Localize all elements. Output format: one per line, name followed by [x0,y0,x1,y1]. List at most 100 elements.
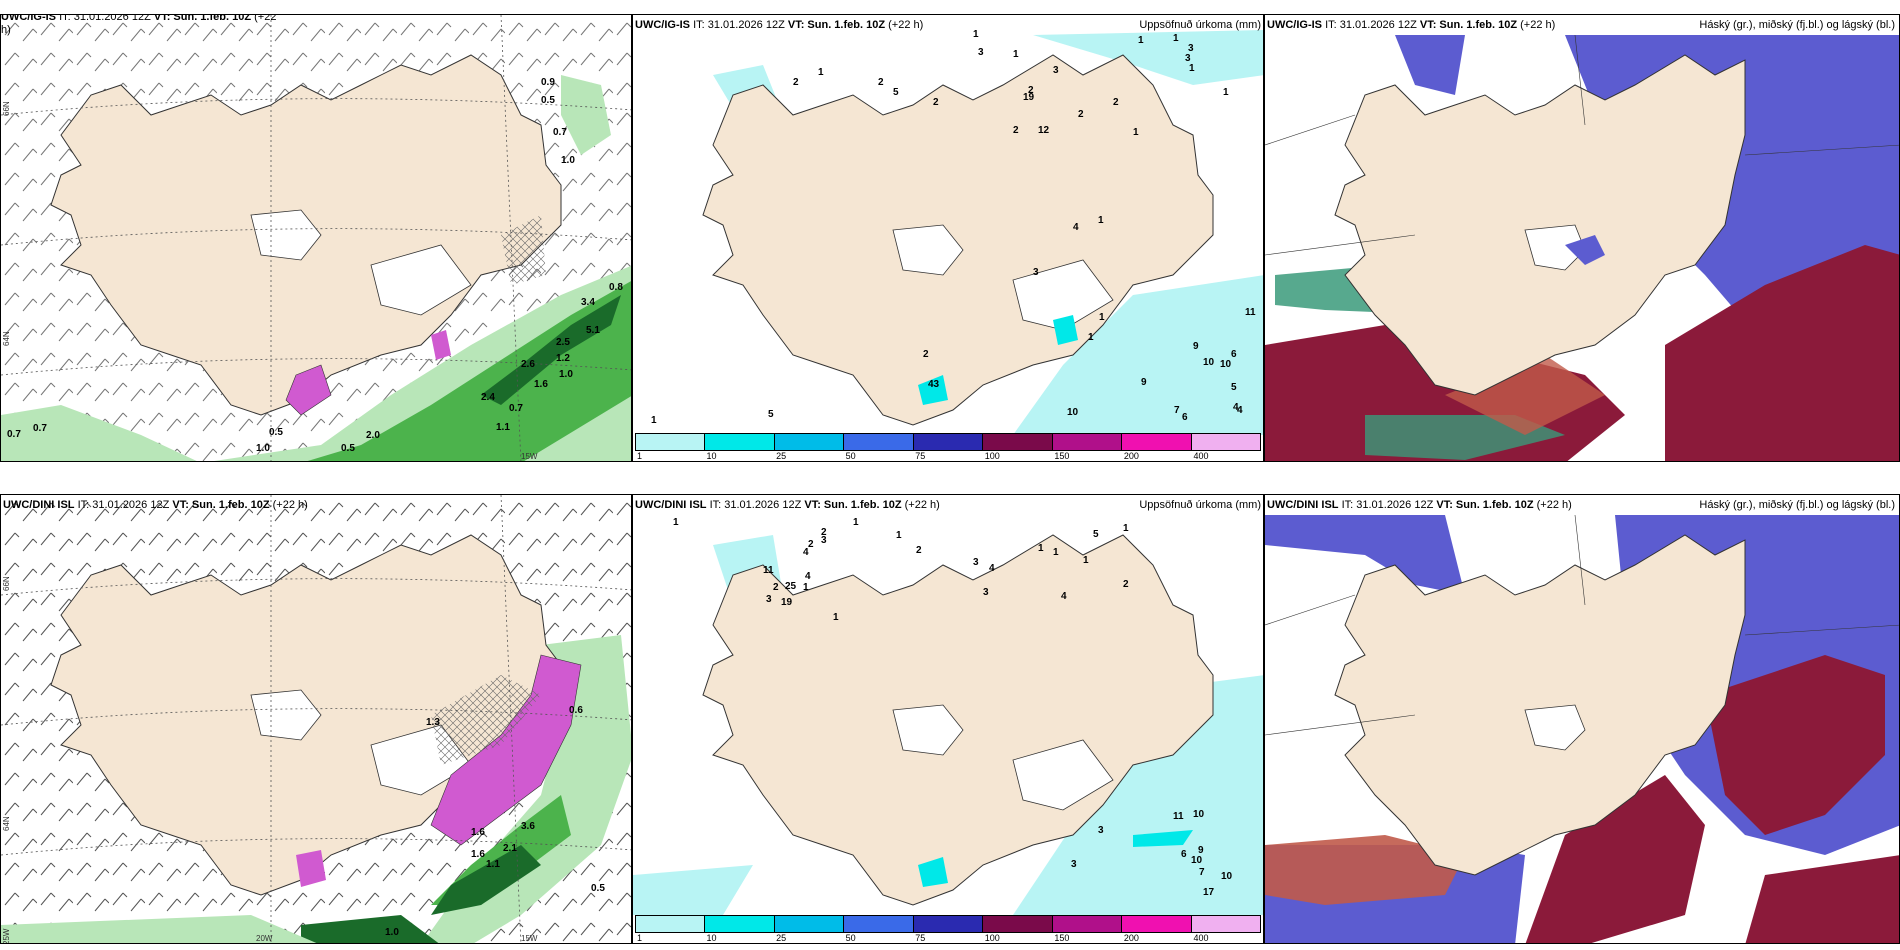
contour-value-label: 9 [1193,341,1199,352]
contour-value-label: 3 [1098,825,1104,836]
contour-value-label: 0.7 [509,403,523,414]
contour-value-label: 1.1 [486,859,500,870]
contour-value-label: 3 [1185,53,1191,64]
contour-value-label: 1.0 [561,155,575,166]
contour-value-label: 1.6 [534,379,548,390]
contour-value-label: 10 [1220,359,1232,370]
panel-header: UWC/DINI ISL IT: 31.01.2026 12Z VT: Sun.… [635,499,940,511]
contour-value-label: 1 [1099,312,1105,323]
contour-value-label: 0.9 [541,77,555,88]
contour-value-label: 19 [1023,92,1035,103]
contour-value-label: 1 [973,29,979,40]
contour-value-label: 2 [793,77,799,88]
contour-value-label: 1 [651,415,657,426]
colorbar-tick-label: 75 [915,933,926,943]
contour-value-label: 1 [1098,215,1104,226]
panel-header: UWC/DINI ISL IT: 31.01.2026 12Z VT: Sun.… [1267,499,1572,511]
contour-value-label: 4 [1061,591,1067,602]
contour-value-label: 2.6 [521,359,535,370]
colorbar-tick-label: 200 [1123,933,1139,943]
colorbar-swatch [1122,916,1192,932]
contour-value-label: 6 [1182,412,1188,423]
contour-value-label: 2 [808,539,814,550]
contour-value-label: 1 [1088,332,1094,343]
colorbar-swatch [913,434,984,450]
map-bot-left: 66N 64N 25W 20W 15W 1.30.61.63.62.11.61.… [1,495,631,943]
contour-value-label: 3 [973,557,979,568]
colorbar-tick-label: 400 [1193,451,1209,461]
colorbar-swatch [1052,916,1123,932]
colorbar-swatch [983,434,1053,450]
contour-value-label: 2 [878,77,884,88]
contour-value-label: 6 [1181,849,1187,860]
colorbar-swatch [636,916,706,932]
lon-label-15w: 15W [521,934,538,943]
contour-value-label: 1 [818,67,824,78]
contour-value-label: 2.4 [481,392,495,403]
contour-value-label: 2 [1123,579,1129,590]
colorbar-swatch [705,916,775,932]
colorbar-swatch [705,434,775,450]
contour-value-label: 3 [983,587,989,598]
contour-value-label: 2 [1013,125,1019,136]
contour-value-label: 1.2 [556,353,570,364]
contour-value-label: 3 [1033,267,1039,278]
contour-value-label: 12 [1038,125,1050,136]
contour-value-label: 1 [1223,87,1229,98]
contour-value-label: 1 [1133,127,1139,138]
contour-value-label: 4 [989,563,995,574]
contour-value-label: 11 [1173,811,1184,822]
colorbar-swatch [1191,916,1260,932]
colorbar-tick-label: 100 [984,451,1000,461]
contour-value-label: 4 [1073,222,1079,233]
contour-value-label: 2.5 [556,337,570,348]
contour-value-label: 5 [893,87,899,98]
contour-value-label: 0.5 [591,883,605,894]
colorbar-tick-label: 1 [637,451,643,461]
contour-value-label: 1.0 [256,443,270,454]
lat-label-66n: 66N [2,576,11,591]
contour-value-label: 1 [1138,35,1144,46]
map-top-right [1265,15,1899,461]
panel-header: UWC/IG-IS IT: 31.01.2026 12Z VT: Sun. 1.… [635,19,924,31]
contour-value-label: 43 [928,379,940,390]
contour-value-label: 11 [1245,307,1256,318]
contour-value-label: 1 [853,517,859,528]
contour-value-label: 2.0 [366,430,380,441]
contour-value-label: 10 [1193,809,1205,820]
colorbar-tick-label: 25 [776,451,787,461]
contour-value-label: 7 [1174,405,1180,416]
contour-value-label: 2 [916,545,922,556]
contour-value-label: 25 [785,581,797,592]
contour-value-label: 1.0 [385,927,399,938]
colorbar-swatch [774,434,845,450]
contour-value-label: 17 [1203,887,1215,898]
contour-value-label: 9 [1141,377,1147,388]
colorbar-swatch [1052,434,1123,450]
contour-value-label: 2 [1028,85,1034,96]
colorbar-tick-label: 150 [1054,933,1070,943]
contour-value-label: 1 [1189,63,1195,74]
colorbar-swatch [844,916,914,932]
contour-value-label: 2.1 [503,843,517,854]
colorbar [635,915,1261,933]
colorbar-tick-label: 200 [1123,451,1139,461]
panel-header: UWC/IG-IS IT: 31.01.2026 12Z VT: Sun. 1.… [1267,19,1556,31]
contour-value-label: 3 [1053,65,1059,76]
contour-value-label: 0.5 [341,443,355,454]
contour-value-label: 4 [803,547,809,558]
contour-value-label: 3.4 [581,297,595,308]
iceland-land [1334,54,1746,396]
colorbar-tick-label: 10 [706,451,717,461]
contour-value-label: 1 [1083,555,1089,566]
lon-label-20w: 20W [256,934,273,943]
lon-label-15w: 15W [521,452,538,461]
contour-value-label: 1 [673,517,679,528]
contour-value-label: 0.7 [7,429,21,440]
colorbar-swatch [636,434,706,450]
precip-green-mid [307,281,631,461]
panel-bot-left-wind-precip: 66N 64N 25W 20W 15W 1.3 0.6 1.6 3.6 2.1 1.6 1.… [0,494,632,944]
colorbar-swatch [1191,434,1260,450]
contour-value-label: 6 [1231,349,1237,360]
